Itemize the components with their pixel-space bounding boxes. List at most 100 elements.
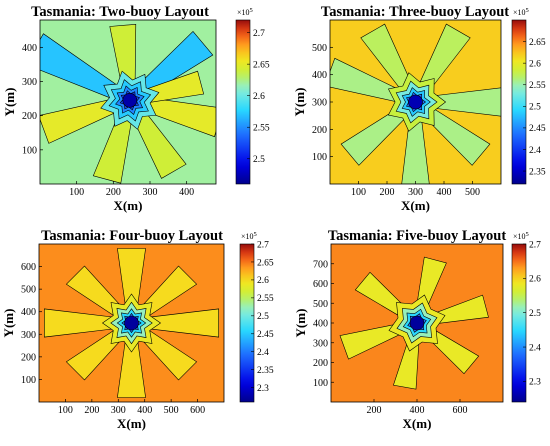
y-tick-label: 100	[312, 152, 327, 163]
panel-3: Tasmania: Four-buoy Layout 100 200 300 400 50…	[1, 228, 274, 431]
x-tick-label: 200	[380, 187, 395, 198]
colorbar-gradient	[235, 19, 251, 185]
contour-minimum	[124, 315, 139, 331]
y-tick-label: 200	[313, 358, 328, 369]
x-tick-label: 400	[179, 187, 194, 198]
colorbar-tick-label: 2.65	[253, 60, 270, 70]
colorbar-tick-label: 2.6	[253, 92, 265, 102]
colorbar-tick-label: 2.6	[257, 276, 269, 286]
contour-field	[330, 20, 501, 184]
y-tick-label: 300	[22, 77, 37, 88]
x-tick-label: 200	[367, 405, 382, 416]
y-tick-label: 200	[21, 352, 36, 363]
colorbar-gradient	[511, 19, 527, 185]
y-tick-label: 100	[22, 145, 37, 156]
y-tick-label: 400	[312, 70, 327, 81]
x-tick-label: 100	[69, 187, 84, 198]
colorbar-tick-label: 2.4	[257, 348, 269, 358]
colorbar-tick-label: 2.6	[529, 59, 541, 69]
colorbar-tick-label: 2.7	[253, 29, 265, 39]
colorbar-gradient	[511, 243, 527, 403]
colorbar-tick-label: 2.65	[529, 38, 546, 48]
colorbar-exponent: ×105	[237, 7, 253, 17]
y-axis-label: Y(m)	[1, 309, 16, 338]
x-axis-label: X(m)	[401, 198, 430, 213]
y-tick-label: 600	[21, 262, 36, 273]
colorbar-tick-label: 2.65	[257, 258, 274, 268]
y-tick-label: 300	[21, 330, 36, 341]
colorbar: 2.3 2.4 2.5 2.6 2.7×105	[511, 231, 541, 403]
y-axis-label: Y(m)	[293, 309, 308, 338]
x-axis-label: X(m)	[117, 416, 146, 431]
colorbar-tick-label: 2.35	[529, 167, 546, 177]
colorbar-tick-label: 2.45	[257, 330, 274, 340]
colorbar-exponent: ×105	[241, 231, 257, 241]
x-tick-label: 400	[437, 187, 452, 198]
colorbar: 2.3 2.35 2.4 2.45 2.5 2.55 2.6 2.65 2.7×105	[239, 231, 274, 403]
panel-1: Tasmania: Two-buoy Layout 100 200 300 400 100…	[2, 4, 270, 213]
colorbar-tick-label: 2.3	[257, 384, 269, 394]
colorbar-gradient	[239, 243, 255, 403]
x-tick-label: 600	[453, 405, 468, 416]
contour-minimum	[409, 315, 425, 331]
contour-field	[331, 244, 503, 402]
colorbar-tick-label: 2.4	[529, 343, 541, 353]
x-tick-label: 300	[408, 187, 423, 198]
x-tick-label: 500	[465, 187, 480, 198]
colorbar-tick-label: 2.4	[529, 146, 541, 156]
colorbar-tick-label: 2.7	[257, 240, 269, 250]
panel-2: Tasmania: Three-buoy Layout 100 200 300 400 5…	[292, 4, 546, 213]
y-tick-label: 200	[22, 111, 37, 122]
x-tick-label: 500	[164, 405, 179, 416]
contour-field	[39, 244, 224, 402]
contour-minimum	[408, 94, 423, 110]
y-tick-label: 500	[312, 43, 327, 54]
colorbar: 2.35 2.4 2.45 2.5 2.55 2.6 2.65 ×105	[511, 7, 546, 185]
x-tick-label: 300	[143, 187, 158, 198]
y-tick-label: 200	[312, 125, 327, 136]
panel-title: Tasmania: Five-buoy Layout	[328, 228, 506, 244]
colorbar-tick-label: 2.3	[529, 378, 541, 388]
x-tick-label: 400	[410, 405, 425, 416]
y-tick-label: 300	[312, 98, 327, 109]
x-tick-label: 600	[190, 405, 205, 416]
y-tick-label: 300	[313, 338, 328, 349]
colorbar-tick-label: 2.55	[529, 81, 546, 91]
x-tick-label: 400	[137, 405, 152, 416]
y-tick-label: 500	[21, 285, 36, 296]
x-tick-label: 200	[84, 405, 99, 416]
colorbar-tick-label: 2.5	[253, 155, 265, 165]
panel-4: Tasmania: Five-buoy Layout 200 400 600 100 20…	[293, 228, 541, 431]
colorbar-tick-label: 2.7	[529, 240, 541, 250]
x-axis-label: X(m)	[403, 416, 432, 431]
colorbar-exponent: ×105	[513, 231, 529, 241]
y-tick-label: 600	[313, 279, 328, 290]
colorbar-tick-label: 2.55	[257, 294, 274, 304]
y-tick-label: 500	[313, 299, 328, 310]
contour-minimum	[122, 92, 138, 108]
colorbar-tick-label: 2.5	[529, 103, 541, 113]
y-tick-label: 400	[22, 43, 37, 54]
y-axis-label: Y(m)	[292, 88, 307, 117]
y-axis-label: Y(m)	[2, 88, 17, 117]
panel-title: Tasmania: Three-buoy Layout	[321, 4, 509, 20]
x-tick-label: 200	[106, 187, 121, 198]
x-tick-label: 100	[58, 405, 73, 416]
colorbar-tick-label: 2.6	[529, 275, 541, 285]
colorbar-tick-label: 2.5	[257, 312, 269, 322]
y-tick-label: 100	[313, 378, 328, 389]
axes-frame	[38, 243, 225, 403]
colorbar-tick-label: 2.45	[529, 124, 546, 134]
colorbar-tick-label: 2.35	[257, 366, 274, 376]
contour-field	[40, 20, 216, 184]
axes-frame	[39, 19, 217, 185]
colorbar-tick-label: 2.5	[529, 309, 541, 319]
colorbar: 2.5 2.55 2.6 2.65 2.7 ×105	[235, 7, 270, 185]
y-tick-label: 700	[313, 259, 328, 270]
y-tick-label: 400	[313, 319, 328, 330]
x-tick-label: 300	[111, 405, 126, 416]
panel-title: Tasmania: Four-buoy Layout	[41, 228, 223, 244]
y-tick-label: 100	[21, 375, 36, 386]
x-axis-label: X(m)	[114, 198, 143, 213]
